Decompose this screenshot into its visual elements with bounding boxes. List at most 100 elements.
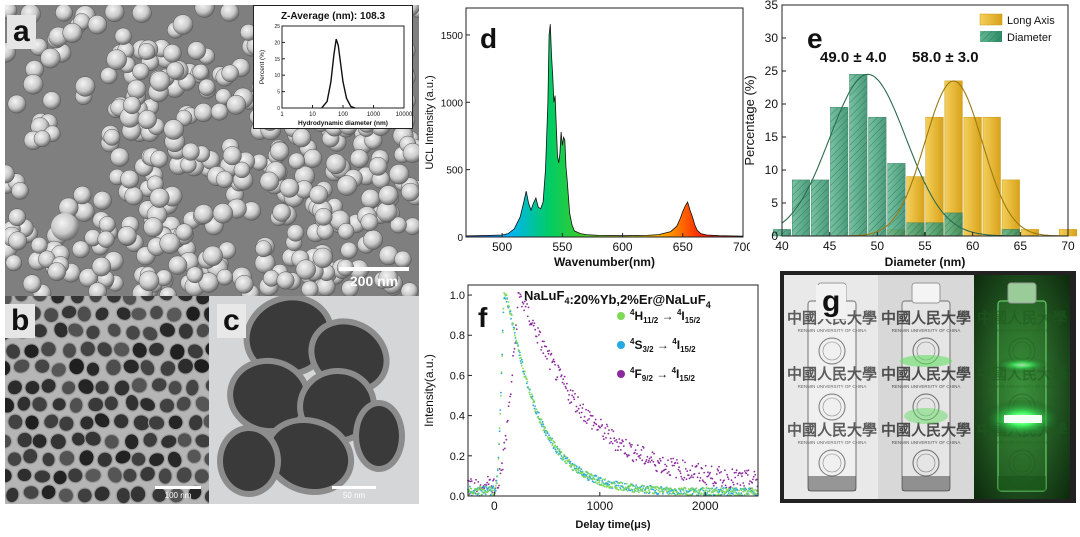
cuvette-base [998, 476, 1046, 491]
decay-point [642, 445, 644, 448]
tem-b-particle [41, 451, 56, 468]
nanoparticle [309, 185, 329, 205]
inset-y-tick-label: 15 [274, 57, 280, 63]
decay-point [617, 489, 620, 491]
decay-point [556, 450, 559, 453]
nanoparticle [132, 62, 150, 80]
nanoparticle [91, 257, 112, 277]
decay-point [507, 304, 509, 307]
f-y-label: Intensity(a.u.) [422, 354, 436, 427]
decay-point [617, 449, 619, 452]
decay-point [654, 464, 657, 467]
decay-point [531, 398, 534, 401]
decay-point [492, 485, 495, 488]
decay-point [682, 490, 685, 492]
tem-b-particle [6, 451, 23, 468]
decay-point [552, 358, 555, 361]
decay-point [607, 484, 610, 487]
decay-point [514, 342, 517, 344]
nanoparticle [202, 245, 223, 267]
decay-point [650, 459, 653, 462]
decay-point [537, 327, 539, 329]
decay-point [554, 363, 556, 366]
decay-point [470, 478, 472, 480]
decay-point [544, 355, 547, 358]
decay-point [698, 479, 701, 482]
decay-point [613, 482, 616, 485]
decay-point [564, 457, 567, 460]
decay-point [690, 476, 692, 479]
decay-point [620, 442, 623, 444]
nanoparticle [402, 142, 419, 163]
decay-point [539, 331, 542, 334]
decay-point [488, 489, 490, 491]
decay-point [672, 457, 675, 460]
tem-b-particle [93, 412, 111, 429]
tem-b-particle [165, 306, 183, 323]
decay-point [516, 306, 519, 309]
legend-marker [617, 312, 625, 320]
decay-point [656, 470, 658, 473]
decay-point [735, 469, 738, 472]
decay-point [673, 492, 676, 495]
tem-b-particle [94, 379, 110, 396]
nanoparticle [137, 109, 157, 130]
decay-point [615, 484, 618, 487]
decay-point [576, 409, 579, 412]
panel-c-tem: c 50 nm [209, 296, 419, 504]
decay-point [570, 401, 573, 404]
tem-b-particle [60, 304, 78, 320]
tem-b-particle [123, 433, 140, 451]
decay-point [652, 460, 655, 463]
decay-point [527, 387, 530, 390]
decay-point [681, 459, 684, 462]
decay-point [740, 492, 743, 495]
decay-point [721, 481, 724, 484]
sup: 4 [672, 366, 677, 375]
scale-bar-b-label: 100 nm [164, 491, 192, 500]
decay-point [627, 487, 629, 489]
long-axis-annotation: 58.0 ± 3.0 [912, 49, 979, 66]
decay-point [702, 493, 705, 495]
nanoparticle [117, 226, 137, 246]
decay-point [687, 474, 690, 477]
nanoparticle [259, 171, 280, 192]
nanoparticle [22, 274, 42, 294]
decay-point [528, 320, 531, 322]
decay-point [619, 442, 621, 444]
tem-image-b [5, 296, 209, 504]
decay-point [498, 484, 500, 487]
long-axis-bar [963, 116, 982, 237]
diameter-bar-hatch [868, 117, 887, 236]
nanoparticle [42, 91, 61, 110]
decay-point [603, 485, 606, 488]
panel-b-tem: b 100 nm [5, 296, 209, 504]
decay-point [732, 481, 734, 484]
decay-point [601, 480, 603, 482]
tem-b-particle [85, 361, 101, 377]
decay-point [670, 461, 673, 463]
decay-point [501, 329, 504, 332]
tem-b-particle [5, 343, 22, 360]
decay-point [651, 486, 653, 488]
sup: 4 [672, 337, 677, 346]
decay-point [540, 418, 543, 421]
d-x-tick-label: 700 [733, 240, 750, 254]
tem-b-particle [106, 322, 122, 338]
e-x-tick-label: 60 [966, 239, 980, 253]
decay-point [507, 301, 510, 303]
decay-point [577, 469, 580, 472]
decay-point [707, 474, 710, 477]
legend-marker [617, 370, 625, 378]
decay-point [491, 492, 493, 495]
decay-point [581, 407, 584, 409]
decay-point [661, 470, 663, 473]
decay-point [503, 441, 506, 444]
decay-point [607, 432, 610, 435]
tem-b-particle [79, 415, 95, 431]
university-text: RENMIN UNIVERSITY OF CHINA [988, 440, 1057, 445]
decay-point [478, 488, 481, 491]
decay-point [703, 471, 706, 474]
tem-b-particle [186, 343, 205, 360]
decay-point [599, 426, 601, 429]
